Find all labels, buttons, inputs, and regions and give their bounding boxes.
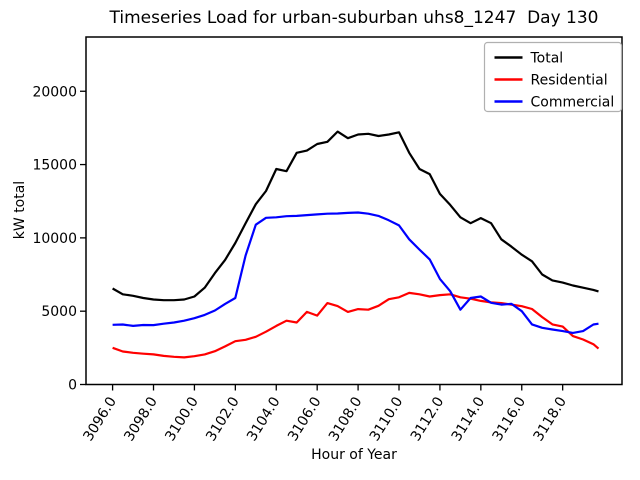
x-axis-label: Hour of Year bbox=[311, 447, 397, 463]
legend-label-commercial: Commercial bbox=[531, 95, 615, 111]
y-tick-label: 5000 bbox=[41, 304, 77, 320]
x-tick-label: 3102.0 bbox=[203, 394, 243, 444]
series-line-commercial bbox=[112, 211, 599, 334]
axes-spines bbox=[85, 36, 623, 386]
series-line-residential bbox=[112, 291, 600, 359]
x-tick-label: 3108.0 bbox=[326, 394, 366, 444]
y-axis-label: kW total bbox=[12, 180, 28, 240]
chart-title: Timeseries Load for urban-suburban uhs8_… bbox=[109, 8, 599, 28]
y-tick-label: 10000 bbox=[32, 231, 77, 247]
x-tick-label: 3110.0 bbox=[367, 394, 407, 444]
x-tick-label: 3098.0 bbox=[121, 394, 161, 444]
x-tick-label: 3114.0 bbox=[449, 394, 489, 444]
x-tick-label: 3106.0 bbox=[285, 394, 325, 444]
x-tick-label: 3116.0 bbox=[490, 394, 530, 444]
legend-label-residential: Residential bbox=[531, 73, 608, 89]
legend-label-total: Total bbox=[530, 51, 564, 67]
y-tick-label: 0 bbox=[68, 378, 77, 394]
y-tick-label: 20000 bbox=[32, 84, 77, 100]
x-tick-label: 3112.0 bbox=[408, 394, 448, 444]
y-tick-label: 15000 bbox=[32, 158, 77, 174]
x-tick-label: 3104.0 bbox=[244, 394, 284, 444]
series-line-total bbox=[112, 130, 599, 302]
legend-box bbox=[483, 41, 623, 113]
x-tick-label: 3096.0 bbox=[80, 394, 120, 444]
x-tick-label: 3100.0 bbox=[162, 394, 202, 444]
x-tick-label: 3118.0 bbox=[531, 394, 571, 444]
